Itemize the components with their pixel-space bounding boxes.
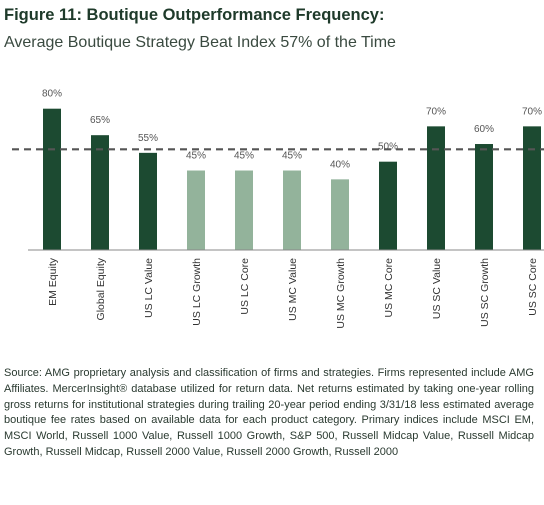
category-label-11: US SC Core [527, 258, 539, 316]
category-label-5: US LC Core [239, 258, 251, 315]
bar-chart: 80% EM Equity 65% Global Equity 55% US LC Val… [12, 89, 544, 329]
figure-subtitle: Average Boutique Strategy Beat Index 57%… [4, 34, 396, 51]
source-note: Source: AMG proprietary analysis and cla… [4, 367, 534, 458]
figure-title: Figure 11: Boutique Outperformance Frequ… [4, 6, 385, 24]
category-label-9: US SC Value [431, 258, 443, 319]
bar-3 [139, 152, 157, 250]
category-label-4: US LC Growth [191, 258, 203, 326]
bar-4 [187, 170, 205, 250]
category-label-10: US SC Growth [479, 258, 491, 327]
bar-value-label-10: 60% [474, 124, 494, 135]
bar-11 [523, 126, 541, 250]
category-label-1: EM Equity [47, 257, 59, 306]
bar-2 [91, 135, 109, 250]
bar-7 [331, 179, 349, 250]
bar-9 [427, 126, 445, 250]
bar-1 [43, 108, 61, 250]
bar-value-label-4: 45% [186, 151, 206, 162]
bar-value-label-1: 80% [42, 89, 62, 100]
bar-value-label-5: 45% [234, 151, 254, 162]
bar-value-label-3: 55% [138, 133, 158, 144]
bar-value-label-11: 70% [522, 106, 542, 117]
bar-value-label-8: 50% [378, 142, 398, 153]
bar-8 [379, 161, 397, 250]
bar-6 [283, 170, 301, 250]
category-label-8: US MC Core [383, 258, 395, 318]
bar-value-label-9: 70% [426, 106, 446, 117]
bar-value-label-6: 45% [282, 151, 302, 162]
category-label-7: US MC Growth [335, 258, 347, 329]
bar-10 [475, 144, 493, 250]
category-label-6: US MC Value [287, 258, 299, 321]
category-label-2: Global Equity [95, 257, 107, 320]
bar-5 [235, 170, 253, 250]
bar-value-label-2: 65% [90, 115, 110, 126]
category-label-3: US LC Value [143, 258, 155, 318]
bar-value-label-7: 40% [330, 159, 350, 170]
